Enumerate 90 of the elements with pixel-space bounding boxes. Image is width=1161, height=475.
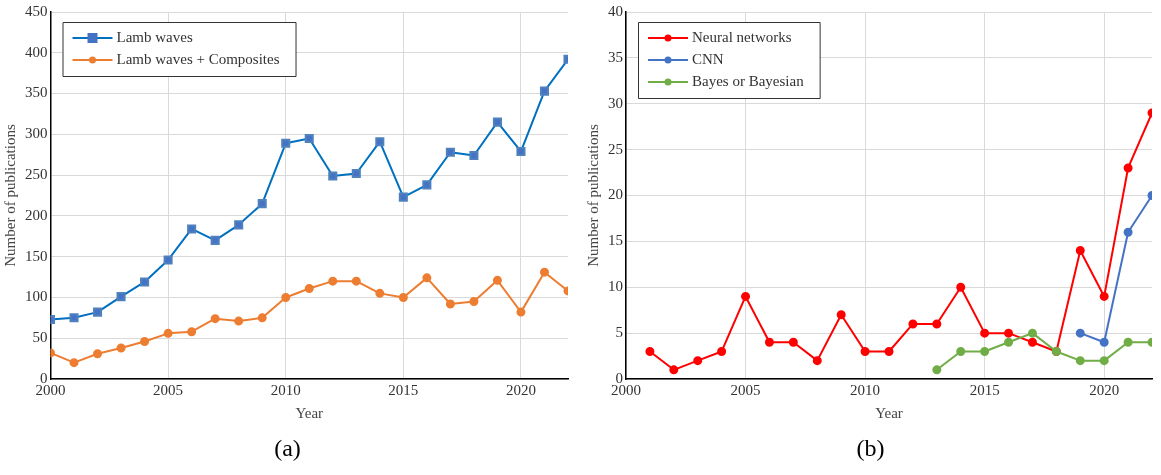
point (1099, 291, 1109, 301)
point (93, 349, 103, 359)
x-tick-label: 2005 (730, 381, 761, 398)
point (187, 327, 197, 337)
y-axis-title: Number of publications (584, 124, 601, 267)
point (717, 346, 727, 356)
point (375, 288, 385, 298)
y-tick-label: 100 (25, 288, 48, 305)
point (234, 316, 244, 326)
y-tick-label: 400 (25, 43, 48, 60)
y-axis-title: Number of publications (1, 124, 18, 267)
point (908, 319, 918, 329)
point (516, 307, 526, 317)
y-tick-label: 50 (32, 329, 48, 346)
point (69, 358, 79, 368)
y-tick-label: 25 (608, 140, 623, 157)
point (445, 299, 455, 309)
y-tick-label: 10 (608, 278, 623, 295)
point (932, 365, 942, 375)
x-tick-label: 2020 (1089, 381, 1120, 398)
point (163, 328, 173, 338)
y-tick-label: 15 (608, 232, 623, 249)
point (884, 346, 894, 356)
point (788, 337, 798, 347)
point (539, 267, 549, 277)
y-tick-label: 250 (25, 166, 48, 183)
y-tick-label: 5 (615, 324, 623, 341)
point (257, 313, 267, 323)
y-tick-label: 30 (608, 94, 623, 111)
point (860, 346, 870, 356)
point (1004, 337, 1014, 347)
x-axis-title: Year (875, 404, 903, 421)
point (1123, 337, 1133, 347)
point (980, 328, 990, 338)
point (1004, 328, 1014, 338)
point (1123, 227, 1133, 237)
point (1099, 337, 1109, 347)
point (398, 292, 408, 302)
point (469, 297, 479, 307)
point (140, 336, 150, 346)
point (836, 310, 846, 320)
point (1027, 328, 1037, 338)
y-tick-label: 20 (608, 186, 623, 203)
point (210, 314, 220, 324)
point (492, 275, 502, 285)
point (1075, 246, 1085, 256)
point (932, 319, 942, 329)
x-axis-title: Year (295, 404, 324, 421)
point (1027, 337, 1037, 347)
point (812, 356, 822, 366)
point (741, 291, 751, 301)
x-tick-label: 2005 (153, 381, 184, 398)
text: (b) (856, 435, 885, 462)
point (304, 283, 314, 293)
point (328, 276, 338, 286)
legend-label: Neural networks (692, 28, 792, 45)
point (422, 273, 432, 283)
y-tick-label: 450 (25, 2, 48, 19)
point (1123, 163, 1133, 173)
text: (a) (274, 435, 301, 462)
y-tick-label: 200 (25, 206, 48, 223)
point (693, 356, 703, 366)
y-tick-label: 0 (615, 369, 623, 386)
y-tick-label: 350 (25, 84, 48, 101)
point (116, 343, 126, 353)
point (1099, 356, 1109, 366)
x-tick-label: 2010 (270, 381, 301, 398)
y-tick-label: 0 (40, 369, 48, 386)
x-tick-label: 2015 (388, 381, 419, 398)
point (281, 292, 291, 302)
point (980, 346, 990, 356)
y-tick-label: 35 (608, 48, 623, 65)
point (645, 346, 655, 356)
point (956, 346, 966, 356)
point (1075, 356, 1085, 366)
point (669, 365, 679, 375)
point (351, 276, 361, 286)
x-tick-label: 2010 (850, 381, 881, 398)
point (764, 337, 774, 347)
x-tick-label: 2020 (505, 381, 536, 398)
point (1075, 328, 1085, 338)
y-tick-label: 40 (608, 2, 623, 19)
legend-label: Lamb waves (116, 28, 193, 45)
legend-label: Lamb waves + Composites (116, 50, 280, 67)
y-tick-label: 150 (25, 247, 48, 264)
y-tick-label: 300 (25, 125, 48, 142)
point (956, 282, 966, 292)
legend-label: CNN (692, 50, 724, 67)
legend-label: Bayes or Bayesian (692, 72, 805, 89)
x-tick-label: 2015 (969, 381, 1000, 398)
